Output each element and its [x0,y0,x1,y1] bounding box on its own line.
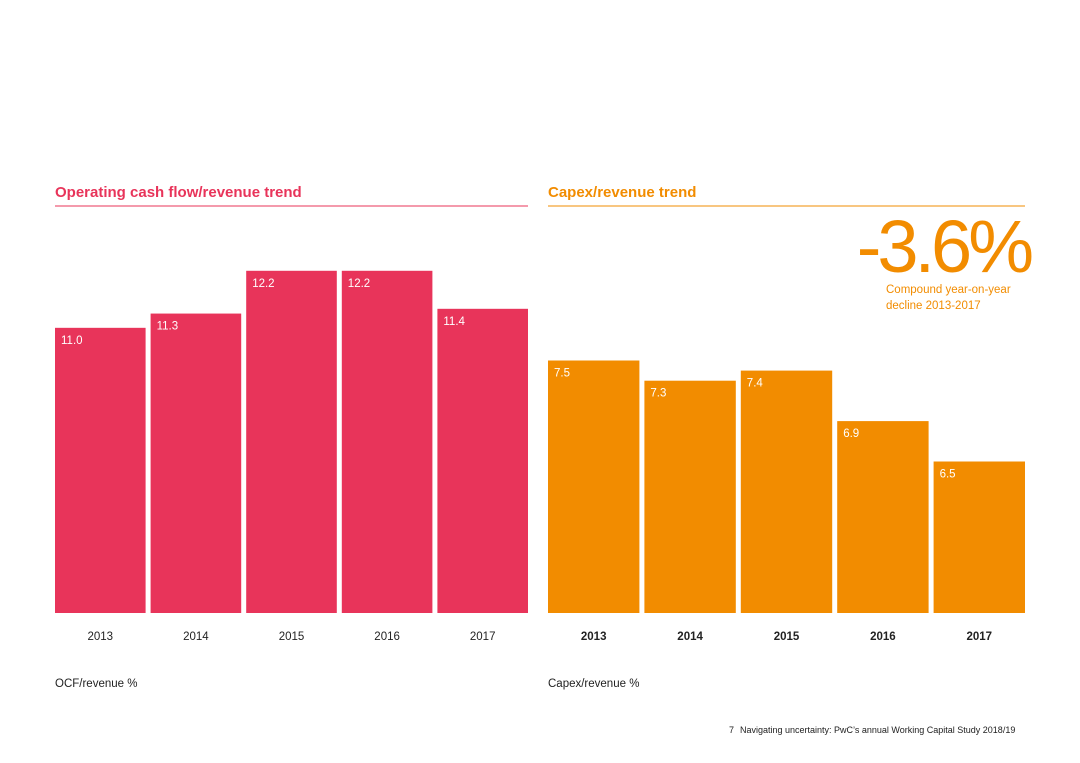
x-tick-label: 2017 [967,631,993,643]
bar [740,370,833,613]
bar [55,327,146,613]
bar [837,421,929,613]
x-tick-label: 2013 [88,631,114,643]
x-tick-label: 2016 [374,631,400,643]
bar [246,270,337,613]
bar [437,308,528,613]
bar [150,313,242,613]
x-tick-label: 2014 [183,631,209,643]
value-label: 11.4 [443,316,465,328]
value-label: 12.2 [252,278,274,290]
axis-label: OCF/revenue % [55,678,137,690]
x-tick-label: 2015 [774,631,800,643]
bar [644,380,736,613]
value-label: 7.4 [747,378,764,390]
annotation-text: decline 2013-2017 [886,300,981,312]
chart-title: Capex/revenue trend [548,184,696,201]
x-tick-label: 2016 [870,631,896,643]
value-label: 12.2 [348,278,370,290]
bar [341,270,433,613]
x-tick-label: 2017 [470,631,496,643]
bar [548,360,640,613]
value-label: 11.0 [61,335,83,347]
value-label: 6.5 [940,469,956,481]
footer-text: Navigating uncertainty: PwC’s annual Wor… [740,725,1015,735]
x-tick-label: 2015 [279,631,305,643]
value-label: 7.3 [650,388,666,400]
value-label: 11.3 [157,321,179,333]
value-label: 7.5 [554,368,570,380]
x-tick-label: 2014 [677,631,703,643]
chart-title: Operating cash flow/revenue trend [55,184,302,201]
bar [933,461,1025,613]
x-tick-label: 2013 [581,631,607,643]
annotation-text: Compound year-on-year [886,284,1011,296]
page-number: 7 [729,725,734,735]
headline-figure: -3.6% [857,205,1033,288]
value-label: 6.9 [843,428,859,440]
axis-label: Capex/revenue % [548,678,639,690]
